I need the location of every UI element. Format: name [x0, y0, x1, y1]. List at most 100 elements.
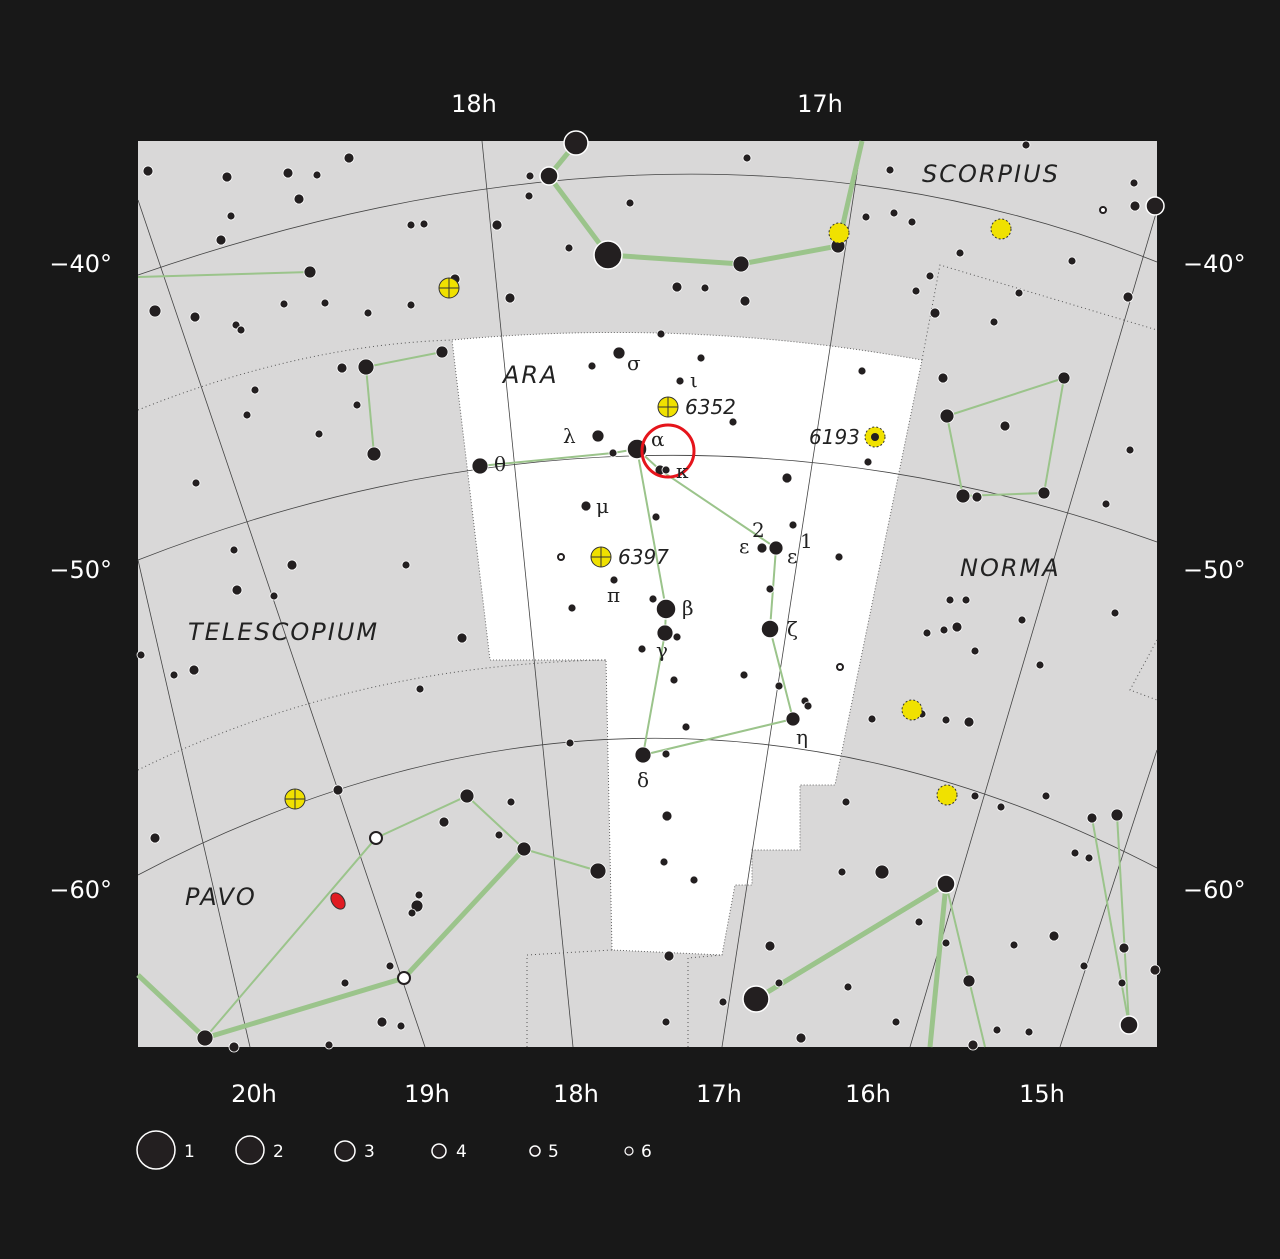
- constellation-line: [365, 366, 375, 455]
- star: [236, 325, 246, 335]
- bottom-ra-17h: 17h: [696, 1080, 742, 1108]
- constellation-line: [137, 271, 311, 278]
- star: [580, 500, 592, 512]
- label-epsilon1: ε: [787, 544, 797, 568]
- legend-mag-5-symbol: [529, 1145, 541, 1157]
- star: [689, 875, 699, 885]
- ara-boundary: [451, 331, 923, 956]
- star: [303, 265, 317, 279]
- star: [565, 738, 575, 748]
- ra-line-20h: [137, 559, 251, 1048]
- star: [221, 171, 233, 183]
- star: [609, 575, 619, 585]
- star: [336, 362, 348, 374]
- constellation-line: [945, 883, 986, 1048]
- star: [971, 491, 983, 503]
- star: [406, 300, 416, 310]
- star: [951, 621, 963, 633]
- star: [669, 675, 679, 685]
- star: [269, 591, 279, 601]
- star: [1129, 200, 1141, 212]
- star: [506, 797, 516, 807]
- label-eta: η: [796, 725, 808, 749]
- star: [788, 520, 798, 530]
- variable-star: [1099, 206, 1107, 214]
- star: [142, 165, 154, 177]
- star: [874, 864, 890, 880]
- constellation-line: [136, 973, 207, 1040]
- star: [250, 385, 260, 395]
- label-ngc6193: 6193: [809, 425, 860, 449]
- star: [937, 372, 949, 384]
- dec-line-50: [137, 454, 1158, 561]
- star: [415, 684, 425, 694]
- bottom-ra-19h: 19h: [404, 1080, 450, 1108]
- legend-mag-1: 1: [184, 1142, 195, 1162]
- star: [396, 1021, 406, 1031]
- label-ngc6352: 6352: [685, 395, 736, 419]
- star: [504, 292, 516, 304]
- bottom-ra-18h: 18h: [553, 1080, 599, 1108]
- star: [340, 978, 350, 988]
- star: [939, 625, 949, 635]
- star: [774, 681, 784, 691]
- label-pi: π: [607, 583, 620, 607]
- star: [1149, 964, 1161, 976]
- star: [406, 220, 416, 230]
- star: [1086, 812, 1098, 824]
- star: [936, 874, 956, 894]
- star: [563, 130, 589, 156]
- label-sigma: σ: [627, 351, 641, 375]
- star: [1041, 791, 1051, 801]
- star: [955, 488, 971, 504]
- star: [661, 810, 673, 822]
- star: [1125, 445, 1135, 455]
- label-epsilon2-index: 2: [752, 518, 765, 542]
- star: [525, 171, 535, 181]
- star: [962, 974, 976, 988]
- star: [742, 985, 770, 1013]
- star: [401, 560, 411, 570]
- star: [739, 295, 751, 307]
- star: [955, 248, 965, 258]
- star: [837, 867, 847, 877]
- star: [857, 366, 867, 376]
- star: [834, 552, 844, 562]
- star: [655, 598, 677, 620]
- star: [320, 298, 330, 308]
- star: [732, 255, 750, 273]
- star: [494, 830, 504, 840]
- star: [226, 211, 236, 221]
- label-iota: ι: [690, 368, 698, 392]
- label-lambda: λ: [563, 424, 576, 448]
- star: [459, 788, 475, 804]
- star: [149, 832, 161, 844]
- top-ra-17h: 17h: [797, 90, 843, 118]
- star: [671, 281, 683, 293]
- star: [1035, 660, 1045, 670]
- star: [407, 908, 417, 918]
- legend-mag-5: 5: [548, 1142, 559, 1162]
- star: [357, 358, 375, 376]
- star: [989, 317, 999, 327]
- star: [914, 917, 924, 927]
- star: [1129, 178, 1139, 188]
- star: [324, 1040, 334, 1050]
- star: [385, 961, 395, 971]
- star: [885, 165, 895, 175]
- star: [410, 899, 424, 913]
- variable-star: [836, 663, 844, 671]
- star: [1057, 371, 1071, 385]
- label-beta: β: [682, 596, 694, 620]
- label-ngc6397: 6397: [618, 545, 669, 569]
- star: [700, 283, 710, 293]
- star: [1084, 853, 1094, 863]
- label-pavo: PAVO: [185, 883, 257, 911]
- legend-mag-6-symbol: [624, 1146, 634, 1156]
- star: [1048, 930, 1060, 942]
- star: [739, 670, 749, 680]
- star: [366, 446, 382, 462]
- star: [963, 716, 975, 728]
- star: [567, 603, 577, 613]
